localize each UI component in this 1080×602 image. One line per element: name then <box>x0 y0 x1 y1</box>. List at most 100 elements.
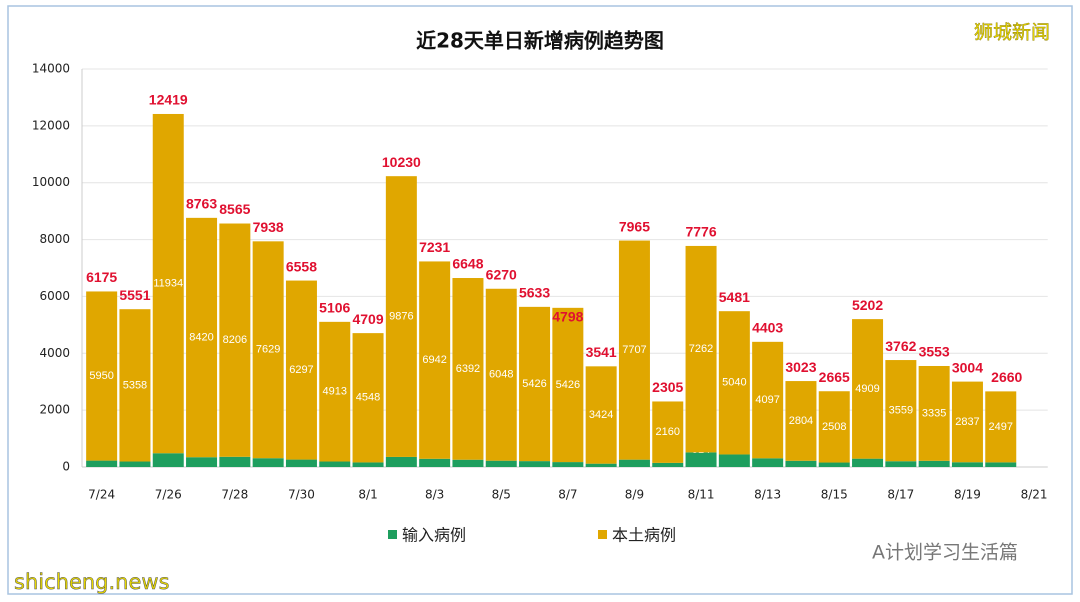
data-label: 8420 <box>189 331 213 343</box>
data-label: 4548 <box>356 392 380 404</box>
bar-segment <box>918 460 950 467</box>
bar-segment <box>585 366 617 464</box>
bar-segment <box>186 457 218 467</box>
bar-segment <box>818 391 850 463</box>
data-label: 6942 <box>422 354 446 366</box>
bar-segment <box>752 341 784 459</box>
bar-segment <box>652 462 684 467</box>
data-label: 2804 <box>789 415 813 427</box>
bar-segment <box>452 459 484 467</box>
legend-swatch <box>598 530 607 539</box>
bar-segment <box>718 311 750 455</box>
bar-segment <box>618 240 650 460</box>
bar-segment <box>419 261 451 459</box>
y-tick-label: 4000 <box>39 346 70 360</box>
bar-segment <box>419 458 451 467</box>
bar-segment <box>951 462 983 467</box>
x-tick-label: 8/5 <box>492 488 511 502</box>
total-label: 3553 <box>919 344 950 360</box>
y-tick-label: 2000 <box>39 403 70 417</box>
bar-segment <box>285 459 317 467</box>
x-tick-label: 8/3 <box>425 488 444 502</box>
bar-segment <box>685 452 717 467</box>
total-label: 7938 <box>253 219 284 235</box>
y-tick-label: 6000 <box>39 289 70 303</box>
data-label: 5426 <box>522 378 546 390</box>
bar-segment <box>152 453 184 467</box>
data-label: 5426 <box>556 379 580 391</box>
bar-segment <box>152 113 184 454</box>
total-label: 12419 <box>149 92 188 108</box>
total-label: 8565 <box>219 201 250 217</box>
bar-segment <box>685 245 717 453</box>
bar-segment <box>119 461 151 467</box>
chart-frame <box>7 5 1073 595</box>
total-label: 5202 <box>852 297 883 313</box>
bar-segment <box>186 217 218 458</box>
bar-segment <box>985 391 1017 463</box>
bar-segment <box>951 381 983 463</box>
data-label: 4913 <box>323 386 347 398</box>
bar-segment <box>219 456 251 467</box>
total-label: 7776 <box>685 224 716 240</box>
total-label: 3023 <box>785 359 816 375</box>
x-tick-label: 8/15 <box>821 488 848 502</box>
data-label: 11934 <box>153 278 183 290</box>
data-label: 3335 <box>922 407 946 419</box>
total-label: 6648 <box>452 256 483 272</box>
total-label: 3004 <box>952 359 983 375</box>
bar-segment <box>119 309 151 462</box>
bar-segment <box>985 462 1017 467</box>
legend-label: 输入病例 <box>402 526 466 545</box>
bar-segment <box>485 460 517 467</box>
total-label: 6175 <box>86 269 117 285</box>
total-label: 5106 <box>319 300 350 316</box>
total-label: 5551 <box>119 287 150 303</box>
bar-segment <box>86 460 118 467</box>
x-tick-label: 8/13 <box>754 488 781 502</box>
data-label: 7262 <box>689 343 713 355</box>
data-label: 2837 <box>955 416 979 428</box>
bar-segment <box>319 321 351 462</box>
bar-segment <box>252 458 284 467</box>
data-label: 7629 <box>256 344 280 356</box>
x-tick-label: 7/30 <box>288 488 315 502</box>
chart-title: 近28天单日新增病例趋势图 <box>416 29 664 53</box>
bar-segment <box>252 241 284 459</box>
data-label: 2160 <box>656 426 680 438</box>
y-tick-label: 12000 <box>32 118 70 132</box>
data-label: 3424 <box>589 409 613 421</box>
bar-segment <box>718 454 750 467</box>
bar-segment <box>918 365 950 461</box>
legend-label: 本土病例 <box>612 526 676 545</box>
x-tick-label: 7/28 <box>221 488 248 502</box>
total-label: 4403 <box>752 320 783 336</box>
bar-segment <box>285 280 317 460</box>
bar-segment <box>852 319 884 459</box>
watermark: 狮城新闻 <box>974 22 1050 44</box>
bar-segment <box>885 360 917 462</box>
total-label: 2305 <box>652 379 683 395</box>
bar-segment <box>519 306 551 462</box>
bar-segment <box>352 333 384 463</box>
x-tick-label: 8/1 <box>358 488 377 502</box>
bar-segment <box>352 462 384 467</box>
total-label: 6558 <box>286 258 317 274</box>
data-label: 4097 <box>755 394 779 406</box>
total-label: 2660 <box>991 369 1022 385</box>
bar-segment <box>885 461 917 467</box>
total-label: 2665 <box>819 369 850 385</box>
bar-segment <box>552 462 584 467</box>
bar-segment <box>485 288 517 461</box>
data-label: 5950 <box>89 370 113 382</box>
total-label: 8763 <box>186 196 217 212</box>
data-label: 6392 <box>456 363 480 375</box>
data-label: 6048 <box>489 369 513 381</box>
x-tick-label: 8/11 <box>688 488 715 502</box>
bar-segment <box>852 458 884 467</box>
x-tick-label: 8/9 <box>625 488 644 502</box>
total-label: 7231 <box>419 239 450 255</box>
data-label: 5358 <box>123 379 147 391</box>
bar-segment <box>585 463 617 467</box>
y-tick-label: 8000 <box>39 232 70 246</box>
